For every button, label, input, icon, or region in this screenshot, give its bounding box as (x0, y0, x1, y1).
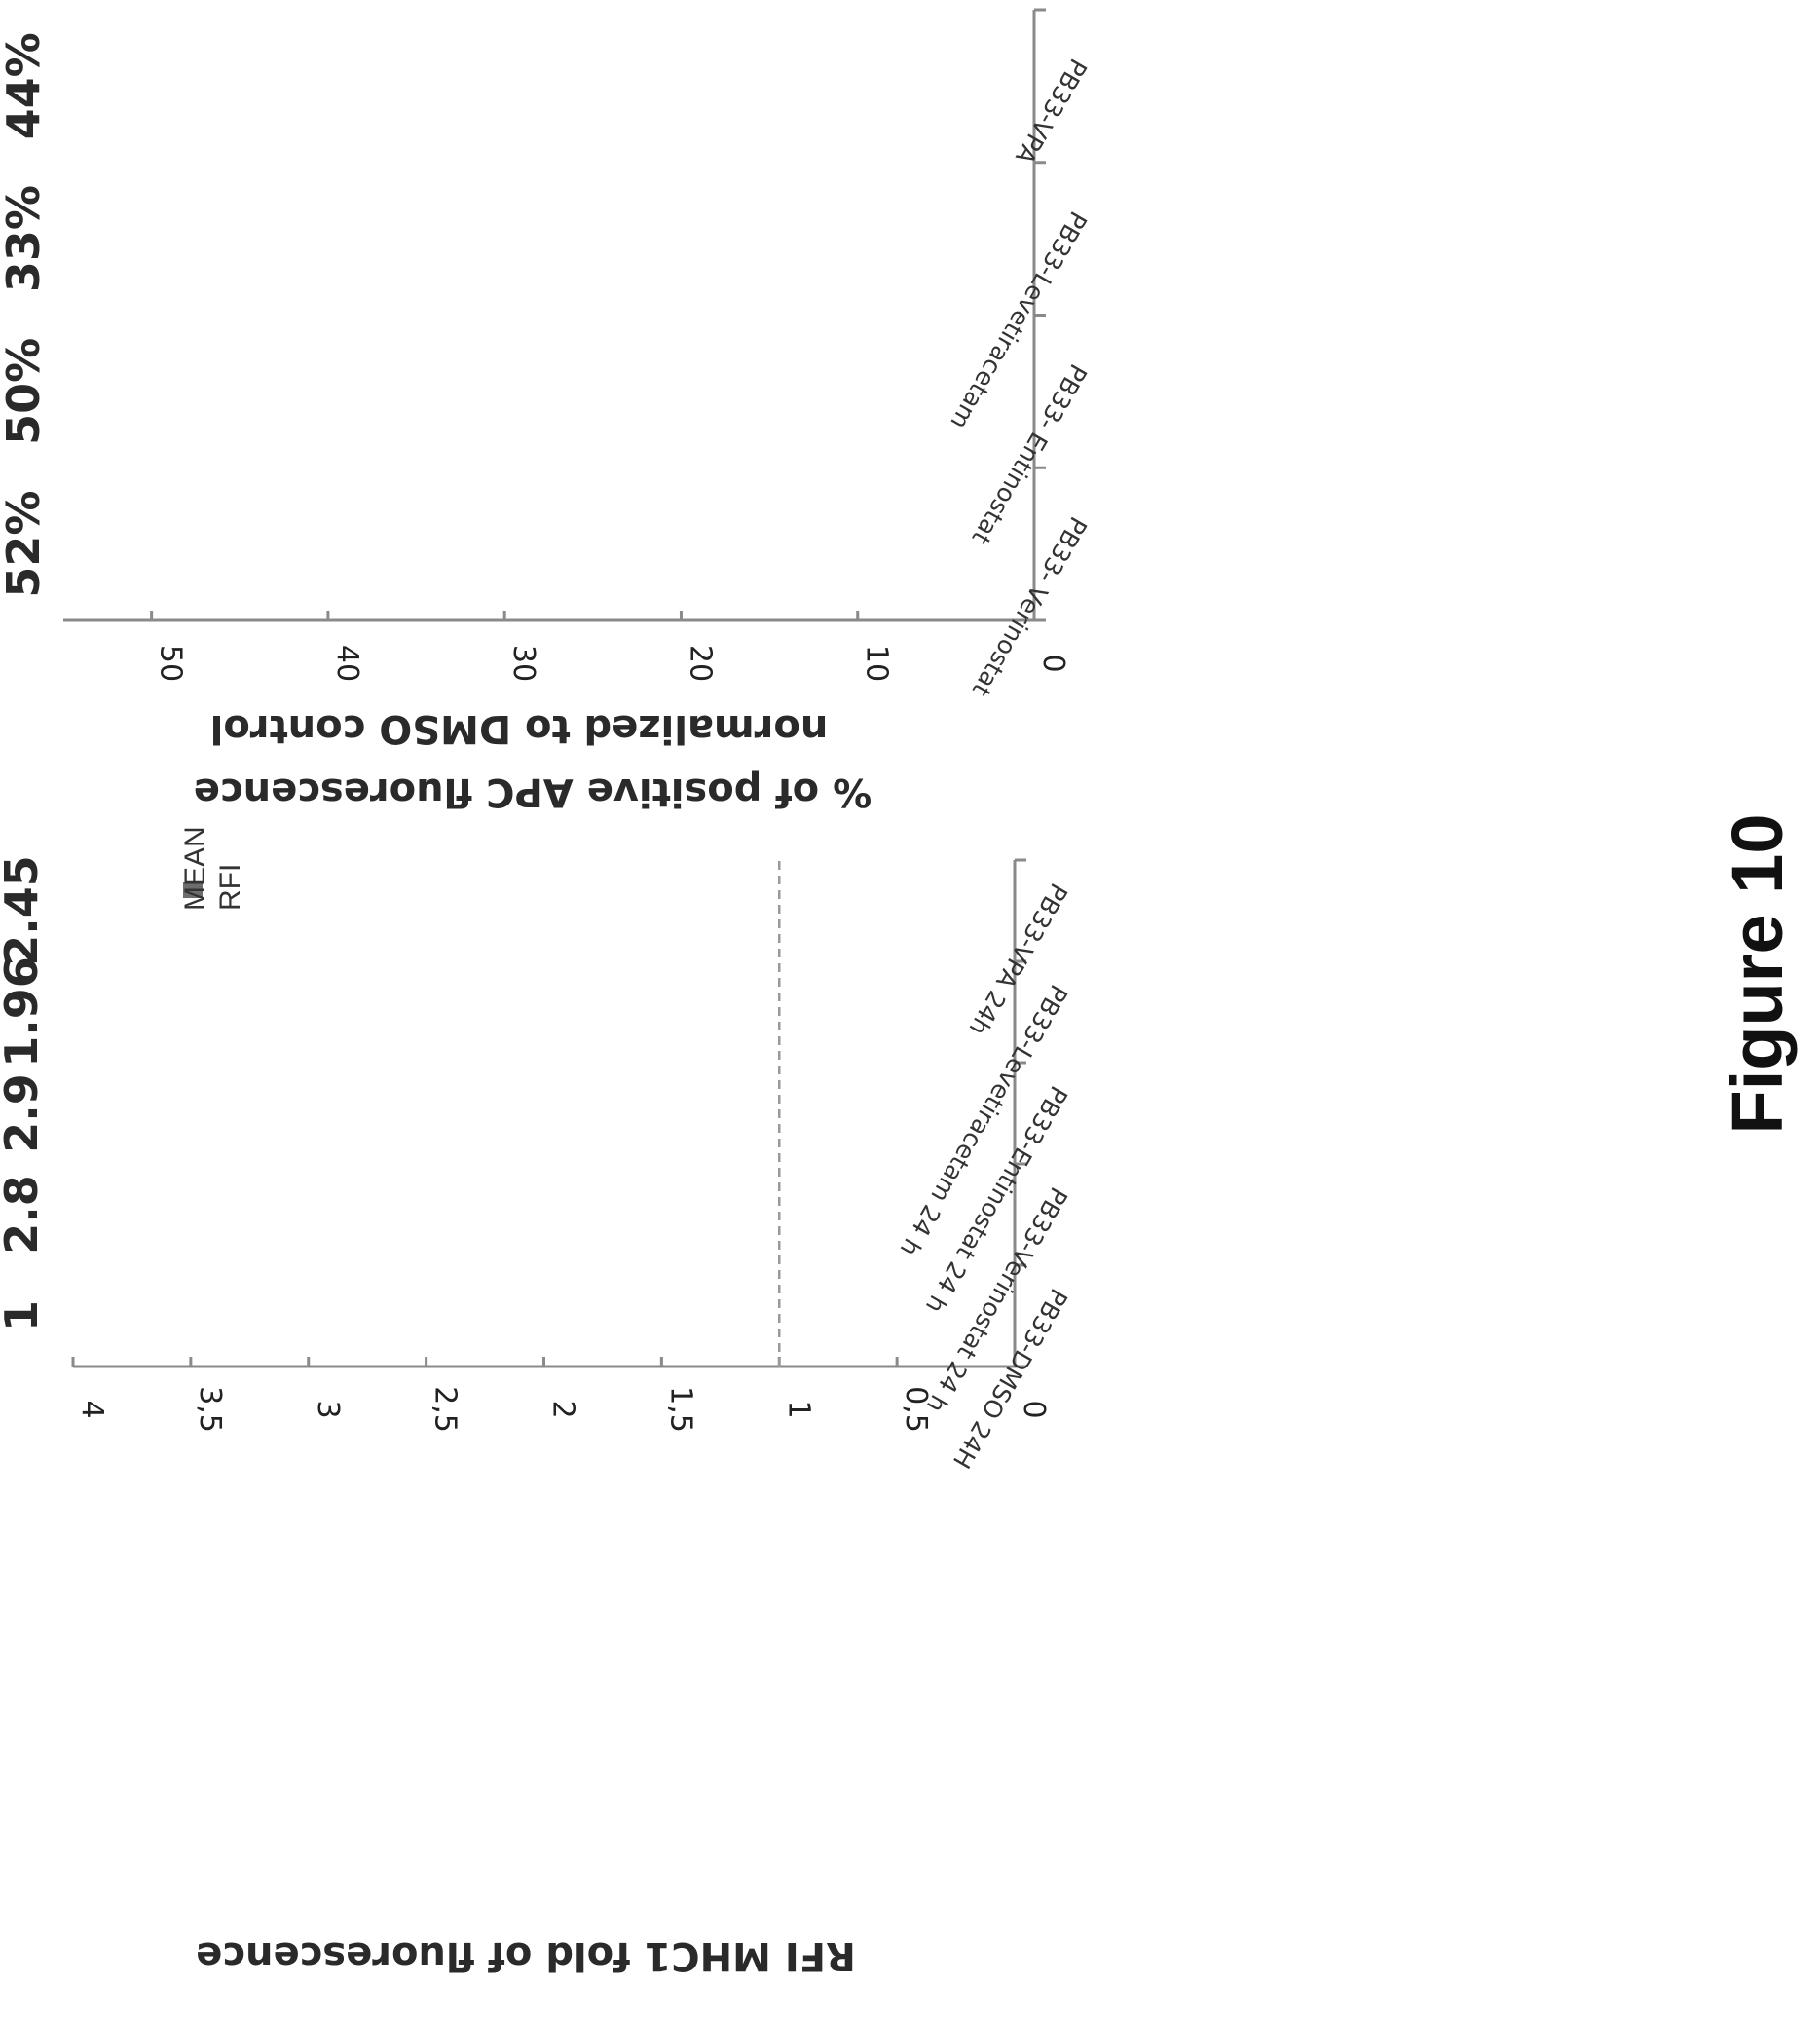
value-tick-label: 3 (311, 1400, 345, 1418)
value-tick-label: 50 (154, 645, 188, 682)
bar-value-label: 50% (0, 338, 50, 445)
bar-value-label: 1.96 (0, 956, 48, 1068)
apc-axis-title-line1: % of positive APC fluorescence (194, 769, 872, 814)
value-tick-label: 1 (781, 1400, 815, 1418)
value-tick-label: 1,5 (663, 1386, 697, 1433)
bar-value-label: 2.9 (0, 1073, 48, 1153)
value-tick-label: 3,5 (193, 1386, 227, 1433)
legend-label: MEAN (179, 826, 211, 911)
value-tick-label: 0 (1036, 654, 1070, 672)
value-tick-label: 30 (506, 645, 540, 682)
bar-value-label: 33% (0, 185, 50, 292)
bar-value-label: 1 (0, 1300, 48, 1331)
rfi-axis-title: RFI MHC1 fold of fluorescence (196, 1933, 856, 1978)
value-tick-label: 10 (860, 645, 894, 682)
value-tick-label: 4 (75, 1400, 109, 1418)
value-tick-label: 40 (330, 645, 364, 682)
legend-label: RFI (214, 864, 246, 911)
value-tick-label: 20 (683, 645, 717, 682)
bar-value-label: 44% (0, 32, 50, 139)
figure-caption: Figure 10 (1717, 814, 1798, 1135)
bar-value-label: 2.8 (0, 1175, 48, 1255)
category-label: PB33-VPA (1010, 54, 1093, 169)
value-tick-label: 0,5 (899, 1386, 933, 1433)
legend-swatch (183, 882, 203, 898)
value-tick-label: 0 (1017, 1400, 1051, 1418)
bar-value-label: 52% (0, 491, 50, 598)
value-tick-label: 2 (546, 1400, 580, 1418)
bar-value-label: 2.45 (0, 855, 48, 966)
apc-axis-title-line2: normalized to DMSO control (210, 706, 829, 751)
value-tick-label: 2,5 (428, 1386, 463, 1433)
